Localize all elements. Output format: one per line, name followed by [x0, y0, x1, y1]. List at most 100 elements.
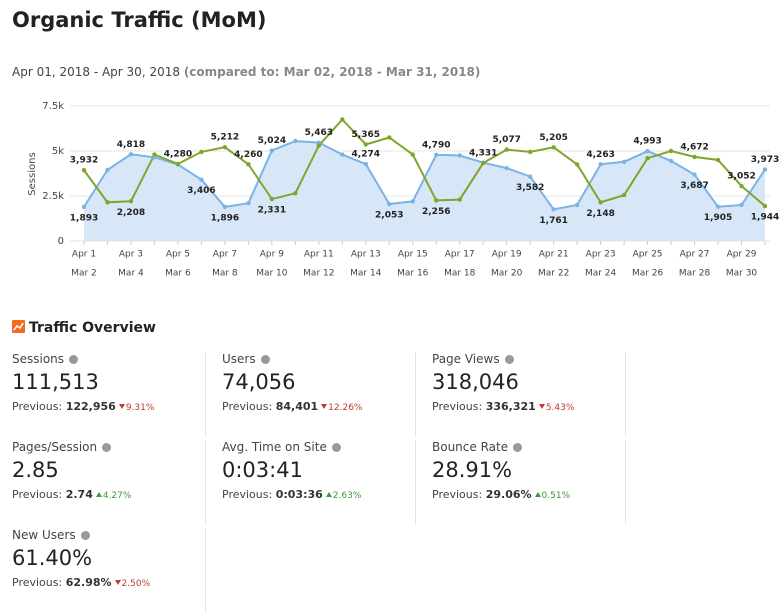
- metric-name: Bounce Rate: [432, 440, 509, 454]
- previous-value: 336,321: [485, 400, 536, 413]
- date-range: Apr 01, 2018 - Apr 30, 2018: [12, 65, 180, 79]
- page-title: Organic Traffic (MoM): [12, 8, 267, 32]
- point: [410, 152, 415, 157]
- data-label: 5,024: [258, 136, 286, 146]
- x-tick-label: Apr 3: [119, 250, 143, 260]
- x-tick-label-compare: Mar 20: [491, 269, 523, 279]
- y-tick-label: 7.5k: [42, 101, 64, 112]
- point: [269, 148, 275, 153]
- trend-arrow: [538, 404, 545, 409]
- point: [598, 200, 603, 205]
- data-label: 4,818: [117, 140, 145, 150]
- x-tick-label-compare: Mar 22: [538, 269, 569, 279]
- point: [504, 165, 509, 171]
- data-label: 4,672: [680, 142, 708, 152]
- metric-name: Avg. Time on Site: [222, 440, 327, 454]
- metric-value: 2.85: [12, 458, 59, 482]
- data-label: 4,331: [469, 149, 497, 159]
- data-label: 4,260: [234, 150, 262, 160]
- point: [457, 153, 462, 158]
- change-value: 4.27%: [102, 491, 132, 501]
- x-tick-label-compare: Mar 4: [118, 269, 144, 279]
- x-tick-label: Apr 15: [398, 250, 428, 260]
- help-icon: [260, 355, 270, 364]
- point: [222, 144, 228, 150]
- metric-card: Avg. Time on Site 0:03:41 Previous: 0:03:3…: [222, 440, 416, 524]
- help-icon: [80, 531, 90, 540]
- data-label: 4,280: [164, 149, 192, 159]
- metric-label: Bounce Rate: [432, 440, 523, 454]
- metric-change: 12.26%: [321, 403, 362, 413]
- change-value: 2.63%: [332, 491, 362, 501]
- point: [199, 177, 204, 182]
- change-value: 0.51%: [541, 491, 571, 501]
- point: [105, 167, 110, 173]
- metric-previous: Previous: 62.98% 2.50%: [12, 576, 150, 589]
- data-label: 4,274: [352, 150, 380, 160]
- point: [387, 135, 392, 140]
- x-tick-label-compare: Mar 12: [303, 269, 334, 279]
- y-axis-label: Sessions: [27, 152, 38, 195]
- metric-value: 318,046: [432, 370, 519, 394]
- data-label: 3,687: [680, 181, 708, 191]
- point: [692, 154, 697, 160]
- metric-name: Users: [222, 352, 256, 366]
- point: [574, 202, 580, 208]
- data-label: 2,148: [586, 209, 614, 219]
- metric-change: 2.63%: [325, 491, 362, 501]
- y-tick-label: 0: [58, 236, 64, 247]
- data-label: 5,205: [539, 133, 567, 143]
- point: [199, 149, 204, 155]
- trend-arrow: [325, 492, 332, 497]
- point: [574, 162, 580, 167]
- point: [128, 199, 134, 204]
- point: [105, 200, 110, 205]
- metric-previous: Previous: 2.74 4.27%: [12, 488, 131, 501]
- metric-value: 0:03:41: [222, 458, 303, 482]
- overview-title: Traffic Overview: [29, 320, 156, 336]
- previous-value: 29.06%: [485, 488, 532, 501]
- x-tick-label: Apr 23: [586, 250, 616, 260]
- data-label: 1,896: [211, 213, 239, 223]
- previous-label: Previous:: [432, 400, 483, 413]
- data-label: 1,944: [751, 213, 779, 223]
- x-tick-label: Apr 1: [72, 250, 96, 260]
- point: [527, 174, 533, 179]
- help-icon: [69, 355, 79, 364]
- help-icon: [102, 443, 112, 452]
- data-label: 4,263: [586, 150, 614, 160]
- metric-value: 111,513: [12, 370, 99, 394]
- change-value: 9.31%: [125, 403, 155, 413]
- data-label: 3,582: [516, 183, 544, 193]
- point: [457, 197, 462, 202]
- overview-icon: [12, 320, 25, 333]
- point: [527, 149, 533, 155]
- data-label: 2,053: [375, 211, 403, 221]
- x-tick-label: Apr 17: [445, 250, 475, 260]
- previous-value: 122,956: [65, 400, 116, 413]
- metric-label: Avg. Time on Site: [222, 440, 341, 454]
- metric-card: Pages/Session 2.85 Previous: 2.74 4.27%: [12, 440, 206, 524]
- metric-card: Sessions 111,513 Previous: 122,956 9.31%: [12, 352, 206, 436]
- point: [668, 158, 674, 164]
- previous-value: 2.74: [65, 488, 93, 501]
- data-label: 5,463: [305, 128, 333, 138]
- point: [621, 159, 627, 164]
- data-label: 4,790: [422, 140, 450, 150]
- point: [739, 183, 744, 189]
- point: [598, 162, 603, 167]
- point: [762, 203, 768, 209]
- metric-previous: Previous: 336,321 5.43%: [432, 400, 574, 413]
- help-icon: [513, 443, 523, 452]
- metric-previous: Previous: 0:03:36 2.63%: [222, 488, 361, 501]
- data-label: 2,256: [422, 207, 450, 217]
- trend-arrow: [95, 492, 102, 497]
- data-label: 1,893: [70, 213, 98, 223]
- data-label: 1,905: [704, 213, 732, 223]
- x-tick-label: Apr 29: [727, 250, 757, 260]
- point: [387, 201, 392, 207]
- change-value: 2.50%: [121, 579, 151, 589]
- data-label: 2,331: [258, 206, 286, 216]
- metric-change: 4.27%: [95, 491, 132, 501]
